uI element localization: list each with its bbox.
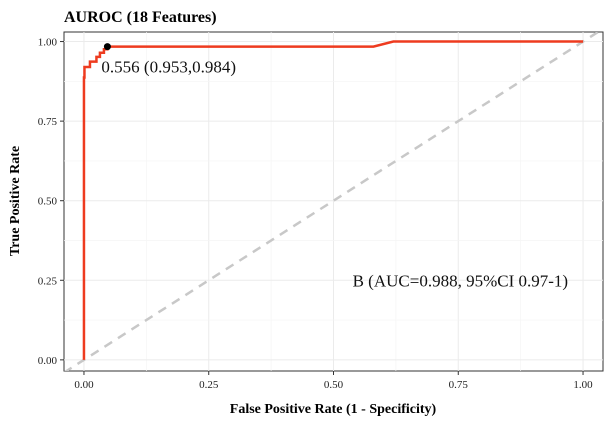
x-tick-label: 0.50 bbox=[324, 379, 344, 391]
auc-annotation: B (AUC=0.988, 95%CI 0.97-1) bbox=[353, 271, 568, 290]
chart-title: AUROC (18 Features) bbox=[64, 9, 217, 26]
y-tick-label: 1.00 bbox=[38, 37, 58, 49]
x-tick-label: 0.75 bbox=[449, 379, 469, 391]
threshold-markers: 0.556 (0.953,0.984) bbox=[101, 43, 236, 77]
reference-line bbox=[64, 32, 601, 371]
x-tick-label: 1.00 bbox=[573, 379, 593, 391]
y-tick-label: 0.00 bbox=[38, 355, 58, 367]
diagonal-reference-line bbox=[64, 32, 601, 371]
threshold-point bbox=[103, 43, 111, 51]
x-tick-label: 0.00 bbox=[74, 379, 94, 391]
x-tick-label: 0.25 bbox=[199, 379, 219, 391]
y-axis-title: True Positive Rate bbox=[8, 146, 23, 256]
x-axis-ticks: 0.00 0.25 0.50 0.75 1.00 bbox=[74, 371, 593, 391]
y-tick-label: 0.50 bbox=[38, 196, 58, 208]
roc-series-line-0 bbox=[82, 40, 584, 360]
annotations: B (AUC=0.988, 95%CI 0.97-1) bbox=[353, 271, 568, 290]
y-tick-label: 0.25 bbox=[38, 275, 58, 287]
threshold-label: 0.556 (0.953,0.984) bbox=[101, 58, 236, 77]
y-tick-label: 0.75 bbox=[38, 116, 58, 128]
y-axis-ticks: 0.00 0.25 0.50 0.75 1.00 bbox=[38, 37, 64, 367]
x-axis-title: False Positive Rate (1 - Specificity) bbox=[230, 402, 437, 417]
roc-curve bbox=[82, 40, 584, 360]
